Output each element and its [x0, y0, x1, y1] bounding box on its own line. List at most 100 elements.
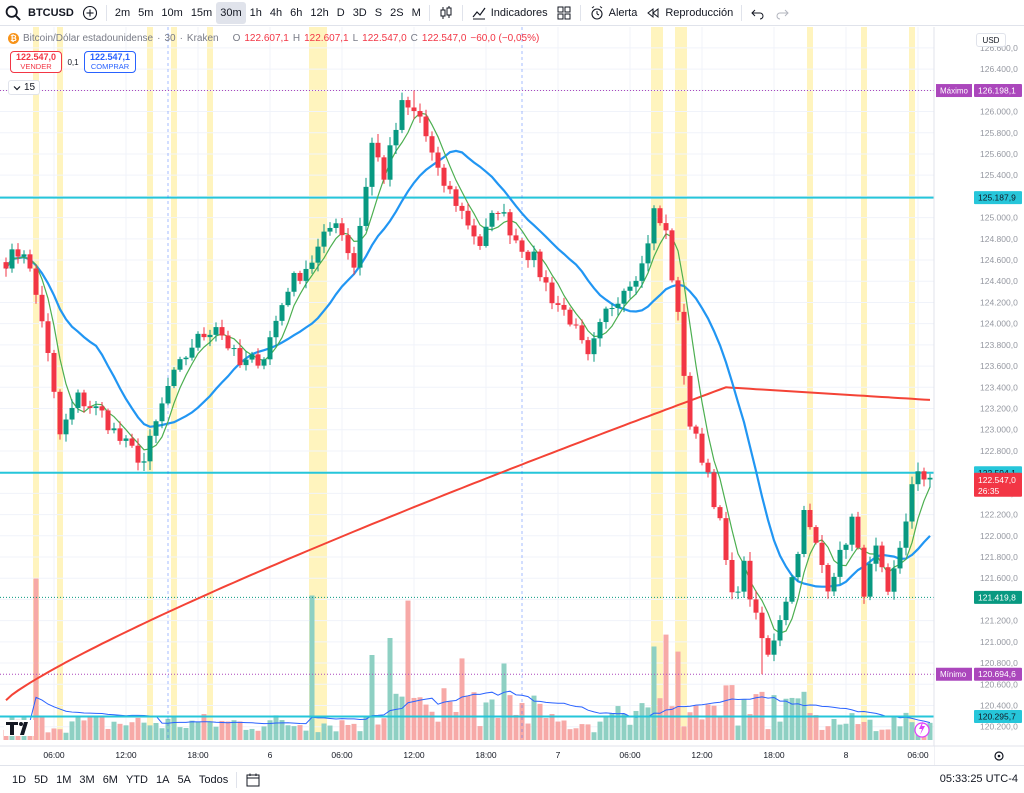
candle-body — [219, 327, 225, 336]
volume-bar — [603, 717, 609, 740]
range-1m[interactable]: 1M — [56, 773, 72, 786]
interval-S[interactable]: S — [374, 6, 383, 19]
interval-3D[interactable]: 3D — [352, 6, 367, 19]
buy-button[interactable]: 122.547,1 COMPRAR — [84, 51, 136, 73]
range-1d[interactable]: 1D — [12, 773, 27, 786]
candle-body — [33, 268, 39, 295]
buy-price: 122.547,1 — [89, 52, 131, 62]
candle-body — [435, 152, 441, 168]
price-tick-label: 122.200,0 — [980, 510, 1018, 520]
min-tag-bg — [936, 667, 972, 681]
time-tick-label: 06:00 — [43, 750, 65, 760]
interval-5m[interactable]: 5m — [138, 6, 154, 19]
interval-D[interactable]: D — [336, 6, 345, 19]
price-tick-label: 123.800,0 — [980, 340, 1018, 350]
indicators-button[interactable]: Indicadores — [467, 2, 552, 24]
interval-10m[interactable]: 10m — [161, 6, 183, 19]
candle-body — [705, 462, 711, 473]
series-legend: ₿ Bitcoin/Dólar estadounidense · 30 · Kr… — [8, 33, 539, 44]
interval-2S[interactable]: 2S — [390, 6, 404, 19]
sell-button[interactable]: 122.547,0 VENDER — [10, 51, 62, 73]
indicators-collapse-toggle[interactable]: 15 — [8, 80, 41, 95]
price-tick-label: 125.400,0 — [980, 170, 1018, 180]
sell-label: VENDER — [20, 62, 52, 71]
price-chart[interactable]: 126.600,0126.400,0126.200,0126.000,0125.… — [0, 27, 1024, 770]
interval-12h[interactable]: 12h — [310, 6, 329, 19]
chart-area[interactable]: 126.600,0126.400,0126.200,0126.000,0125.… — [0, 27, 1024, 770]
range-ytd[interactable]: YTD — [125, 773, 148, 786]
candle-body — [69, 407, 75, 420]
range-todos[interactable]: Todos — [198, 773, 229, 786]
candle-body — [351, 253, 357, 268]
interval-selector: 2m 5m 10m 15m 30m 1h 4h 6h 12h D 3D S 2S M — [111, 1, 425, 24]
lightning-bolt — [919, 721, 925, 735]
candle-body — [681, 311, 687, 376]
candle-body — [81, 392, 87, 407]
range-3m[interactable]: 3M — [79, 773, 95, 786]
layouts-button[interactable] — [552, 2, 576, 24]
interval-15m[interactable]: 15m — [190, 6, 213, 19]
interval-1h[interactable]: 1h — [249, 6, 262, 19]
volume-bar — [609, 713, 615, 740]
candle-body — [153, 421, 159, 436]
candle-body — [27, 254, 33, 269]
chart-type-button[interactable] — [434, 2, 458, 24]
candle-body — [411, 107, 417, 112]
volume-bar — [747, 714, 753, 740]
volume-bar — [555, 721, 561, 740]
volume-bar — [315, 732, 321, 740]
alert-button[interactable]: Alerta — [585, 2, 642, 24]
volume-bar — [267, 720, 273, 740]
candle-body — [147, 435, 153, 462]
range-1a[interactable]: 1A — [155, 773, 170, 786]
volume-bar — [105, 728, 111, 740]
candle-body — [543, 277, 549, 283]
interval-4h[interactable]: 4h — [269, 6, 283, 19]
compare-button[interactable] — [78, 2, 102, 24]
candle-body — [405, 100, 411, 108]
symbol-name: BTCUSD — [28, 6, 74, 19]
interval-6h[interactable]: 6h — [290, 6, 303, 19]
volume-bar — [807, 713, 813, 740]
candle-body — [255, 354, 261, 366]
candle-body — [531, 251, 537, 261]
volume-bar — [771, 695, 777, 740]
goto-date-button[interactable] — [241, 769, 265, 791]
replay-button[interactable]: Reproducción — [641, 2, 737, 24]
range-5d[interactable]: 5D — [34, 773, 49, 786]
time-tick-label: 12:00 — [691, 750, 713, 760]
time-tick-label: 06:00 — [907, 750, 929, 760]
ma-fast-line — [5, 112, 931, 634]
undo-button[interactable] — [746, 2, 770, 24]
divider — [461, 4, 463, 21]
price-axis — [934, 27, 1024, 765]
candle-body — [495, 212, 501, 214]
volume-bar — [597, 721, 603, 740]
volume-bar — [843, 723, 849, 740]
volume-bar — [153, 723, 159, 740]
interval-30m[interactable]: 30m — [216, 1, 246, 24]
volume-bar — [525, 723, 531, 740]
redo-icon — [776, 9, 789, 19]
sell-price: 122.547,0 — [15, 52, 57, 62]
price-tick-label: 121.200,0 — [980, 616, 1018, 626]
candle-body — [771, 640, 777, 655]
volume-bar — [495, 717, 501, 740]
range-6m[interactable]: 6M — [102, 773, 118, 786]
interval-2m[interactable]: 2m — [114, 6, 131, 19]
candle-body — [747, 560, 753, 600]
range-5a[interactable]: 5A — [177, 773, 191, 786]
max-tag-label: Máximo — [940, 87, 969, 96]
currency-selector[interactable]: USD — [976, 33, 1006, 47]
candle-body — [759, 612, 765, 639]
interval-M[interactable]: M — [411, 6, 421, 19]
volume-bar — [189, 720, 195, 740]
volume-bar — [663, 634, 669, 740]
symbol-search[interactable]: BTCUSD — [0, 2, 78, 24]
volume-bar — [405, 600, 411, 740]
candle-body — [303, 268, 309, 281]
volume-bar — [195, 721, 201, 740]
clock[interactable]: 05:33:25 UTC-4 — [939, 773, 1018, 785]
price-tick-label: 122.800,0 — [980, 446, 1018, 456]
redo-button[interactable] — [770, 2, 794, 24]
